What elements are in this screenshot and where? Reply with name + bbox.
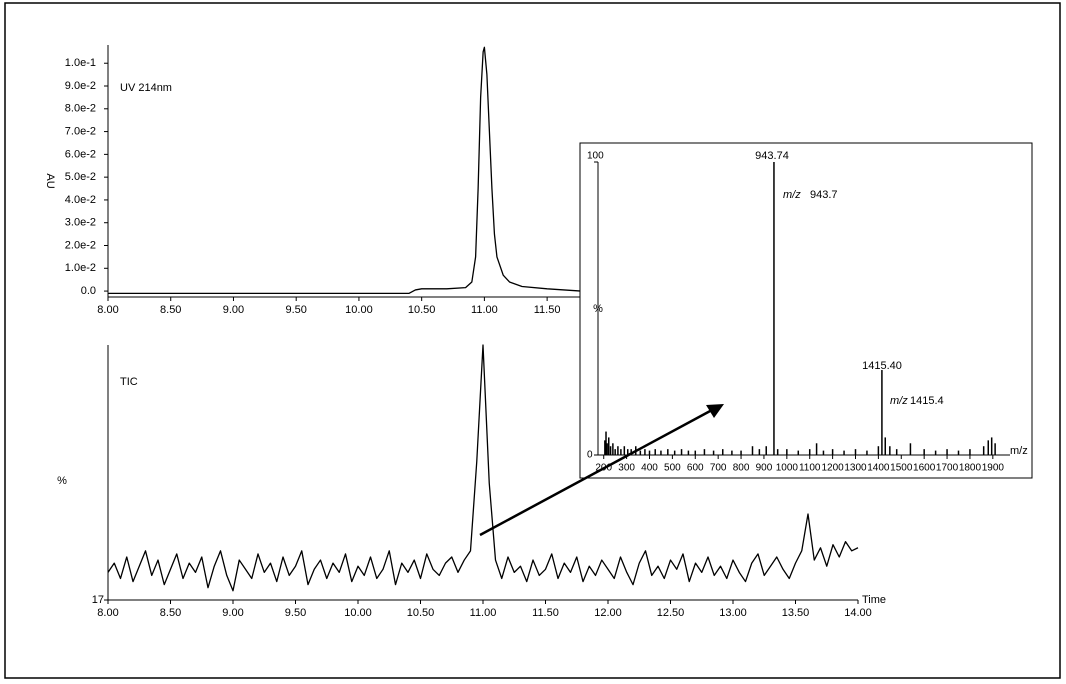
x-tick-label: 1500: [890, 463, 913, 474]
y-tick-label: 0.0: [81, 285, 96, 297]
y-tick-label: 17: [92, 594, 104, 606]
x-tick-label: 10.00: [345, 304, 373, 316]
x-tick-label: 300: [618, 463, 635, 474]
x-tick-label: 9.00: [222, 607, 243, 619]
x-tick-label: 500: [664, 463, 681, 474]
trace: [108, 46, 582, 294]
x-tick-label: 800: [733, 463, 750, 474]
x-tick-label: 14.00: [844, 607, 872, 619]
x-tick-label: 1200: [821, 463, 844, 474]
y-tick-label: 1.0e-2: [65, 262, 96, 274]
chart-title: TIC: [120, 376, 138, 388]
y-tick-label: 5.0e-2: [65, 171, 96, 183]
x-tick-label: 13.00: [719, 607, 747, 619]
trace: [107, 344, 859, 592]
x-tick-label: 700: [710, 463, 727, 474]
x-tick-label: 1900: [982, 463, 1005, 474]
y-tick-label: 4.0e-2: [65, 194, 96, 206]
y-tick-label: 1.0e-1: [65, 57, 96, 69]
peak-annotation: m/z: [783, 189, 801, 201]
y-tick-label: 2.0e-2: [65, 239, 96, 251]
tic-chart: 8.00 8.50 9.00 9.50 10.00 10.50 11.00 11.50 12.0…: [57, 344, 886, 619]
x-tick-label: 11.50: [532, 607, 559, 619]
peak-annotation: 943.7: [810, 189, 838, 201]
x-tick-label: 900: [756, 463, 773, 474]
x-tick-label: 12.00: [594, 607, 622, 619]
x-tick-label: 9.50: [285, 304, 306, 316]
arrow-shaft: [479, 408, 713, 537]
x-tick-label: 9.50: [285, 607, 306, 619]
y-tick-label: 9.0e-2: [65, 80, 96, 92]
x-tick-label: 10.00: [344, 607, 372, 619]
x-tick-label: 8.00: [97, 607, 118, 619]
peak-annotation: 1415.40: [862, 360, 902, 372]
x-tick-label: 1300: [844, 463, 867, 474]
x-tick-label: 10.50: [407, 607, 435, 619]
peak-annotation: m/z: [890, 395, 908, 407]
y-tick-label: 8.0e-2: [65, 103, 96, 115]
inset-frame: [579, 142, 1033, 479]
y-axis-label: AU: [44, 173, 56, 188]
x-tick-label: 11.00: [470, 607, 497, 619]
x-axis-label: Time: [862, 594, 886, 606]
x-tick-label: 400: [641, 463, 658, 474]
x-tick-label: 8.50: [160, 607, 181, 619]
x-tick-label: 13.50: [782, 607, 810, 619]
y-tick-label: 6.0e-2: [65, 148, 96, 160]
x-tick-label: 1000: [776, 463, 799, 474]
y-axis-label: %: [57, 475, 67, 487]
x-tick-label: 1100: [799, 463, 821, 474]
x-tick-label: 11.00: [471, 304, 498, 316]
peak-annotation: 943.74: [755, 150, 789, 162]
y-tick-label: 3.0e-2: [65, 217, 96, 229]
y-axis-label: %: [593, 303, 603, 315]
y-tick-label: 0: [587, 450, 593, 461]
peak-annotation: 1415.4: [910, 395, 944, 407]
arrow: [479, 404, 724, 537]
y-tick-label: 7.0e-2: [65, 125, 96, 137]
chart-title: UV 214nm: [120, 82, 172, 94]
arrow-head: [706, 404, 724, 418]
y-tick-label: 100: [587, 151, 604, 162]
x-tick-label: 8.50: [160, 304, 181, 316]
x-tick-label: 11.50: [534, 304, 561, 316]
x-tick-label: 8.00: [97, 304, 118, 316]
x-tick-label: 1700: [936, 463, 959, 474]
x-tick-label: 1800: [959, 463, 982, 474]
x-tick-label: 9.00: [223, 304, 244, 316]
spectrum-chart: 2003004005006007008009001000110012001300…: [587, 150, 1028, 474]
x-tick-label: 12.50: [657, 607, 685, 619]
x-tick-label: 1400: [867, 463, 890, 474]
x-tick-label: 1600: [913, 463, 936, 474]
x-tick-label: 10.50: [408, 304, 436, 316]
x-axis-label: m/z: [1010, 445, 1028, 457]
uv-chart: 8.00 8.50 9.00 9.50 10.00 10.50 11.00 11.50 0.0 1…: [44, 45, 582, 316]
x-tick-label: 600: [687, 463, 704, 474]
